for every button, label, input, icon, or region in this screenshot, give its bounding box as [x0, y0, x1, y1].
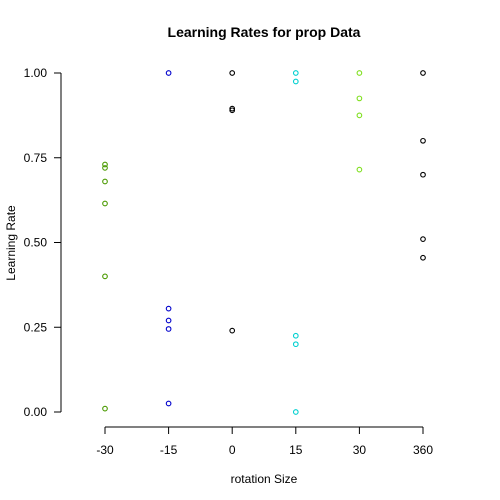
- y-tick-label: 0.00: [24, 405, 48, 419]
- data-point: [165, 317, 172, 324]
- data-point: [229, 107, 236, 114]
- chart-title: Learning Rates for prop Data: [168, 24, 361, 40]
- y-axis: 0.00 0.25 0.50 0.75 1.00: [24, 66, 62, 419]
- data-point: [102, 405, 108, 412]
- x-tick-label: 0: [229, 443, 236, 457]
- data-point: [102, 161, 108, 168]
- x-tick-label: -15: [160, 443, 178, 457]
- data-point: [229, 327, 236, 334]
- y-tick-label: 0.25: [24, 320, 48, 334]
- data-point: [420, 70, 426, 76]
- y-tick-label: 0.50: [24, 236, 48, 250]
- data-point: [229, 105, 236, 112]
- y-tick-label: 1.00: [24, 66, 48, 80]
- data-point: [420, 236, 426, 242]
- data-point: [292, 70, 299, 76]
- x-tick-label: -30: [96, 443, 114, 457]
- data-point: [102, 273, 108, 280]
- data-point: [165, 400, 172, 407]
- data-point: [292, 341, 299, 348]
- x-tick-label: 30: [353, 443, 367, 457]
- y-axis-label: Learning Rate: [4, 205, 18, 281]
- data-point: [356, 166, 363, 173]
- data-point: [102, 200, 108, 207]
- data-point: [356, 112, 363, 119]
- data-point: [165, 70, 172, 76]
- data-point: [292, 78, 299, 85]
- data-point: [356, 70, 363, 76]
- x-axis-label: rotation Size: [231, 472, 298, 486]
- data-point: [165, 326, 172, 332]
- data-point: [165, 305, 172, 312]
- y-tick-label: 0.75: [24, 151, 48, 165]
- x-tick-label: 15: [289, 443, 303, 457]
- data-point: [420, 137, 426, 144]
- data-point: [102, 165, 108, 171]
- data-point: [420, 254, 426, 261]
- data-point: [420, 171, 426, 178]
- data-point: [229, 70, 236, 76]
- x-axis: -30 -15 0 15 30 360: [96, 426, 433, 457]
- data-points: [102, 70, 426, 415]
- data-point: [102, 178, 108, 185]
- data-point: [356, 95, 363, 102]
- data-point: [292, 409, 299, 415]
- x-tick-label: 360: [413, 443, 433, 457]
- data-point: [292, 332, 299, 339]
